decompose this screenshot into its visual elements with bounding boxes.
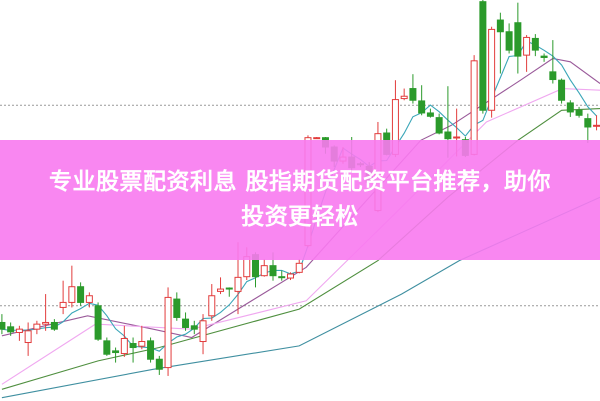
candle-down [426,112,434,117]
candle-up [295,262,303,273]
candle-down [479,1,487,111]
candle-down [444,131,452,140]
candle-down [7,326,15,333]
candle-down [94,305,102,340]
banner-line-2: 投资更轻松 [241,204,359,230]
candle-up [523,36,531,56]
candle-up [33,323,41,330]
candle-down [514,22,522,57]
candle-up [286,273,294,279]
candle-up [217,288,225,292]
candle-up [488,28,496,111]
candle-down [584,118,592,128]
banner-line-1: 专业股票配资利息 股指期货配资平台推荐，助你 [48,169,551,195]
candle-down [575,109,583,116]
candle-down [112,350,120,354]
candle-down [190,325,198,330]
candle-down [173,298,181,318]
candle-down [566,102,574,113]
title-banner: 专业股票配资利息 股指期货配资平台推荐，助你 投资更轻松 [0,140,600,260]
candle-down [540,55,548,58]
candle-up [260,265,268,277]
candle-down [182,318,190,328]
candle-up [138,341,146,347]
candle-down [409,88,417,101]
candle-up [85,295,93,303]
candle-up [59,301,67,308]
candle-down [435,117,443,134]
candle-down [129,343,137,349]
candle-up [400,95,408,100]
candle-down [0,321,6,330]
candle-down [50,321,58,330]
candle-down [549,71,557,81]
candle-down [269,265,277,277]
candle-up [15,328,23,333]
candle-down [278,276,286,279]
candle-up [42,321,50,325]
candle-up [164,296,172,369]
ma30-line [1,108,600,390]
candle-down [418,100,426,114]
candle-up [208,295,216,317]
candle-down [496,19,504,33]
candle-up [199,320,207,343]
candle-up [120,338,128,355]
candle-down [147,340,155,360]
candle-up [313,137,321,140]
candle-down [155,358,163,370]
candle-up [68,286,76,303]
candle-up [24,330,32,344]
candle-down [505,31,513,51]
candle-down [225,287,233,290]
candle-up [453,136,461,139]
candle-down [103,340,111,355]
candle-up [234,276,242,292]
candle-down [531,37,539,51]
candle-up [593,124,600,127]
candle-down [558,79,566,101]
candle-down [77,286,85,303]
